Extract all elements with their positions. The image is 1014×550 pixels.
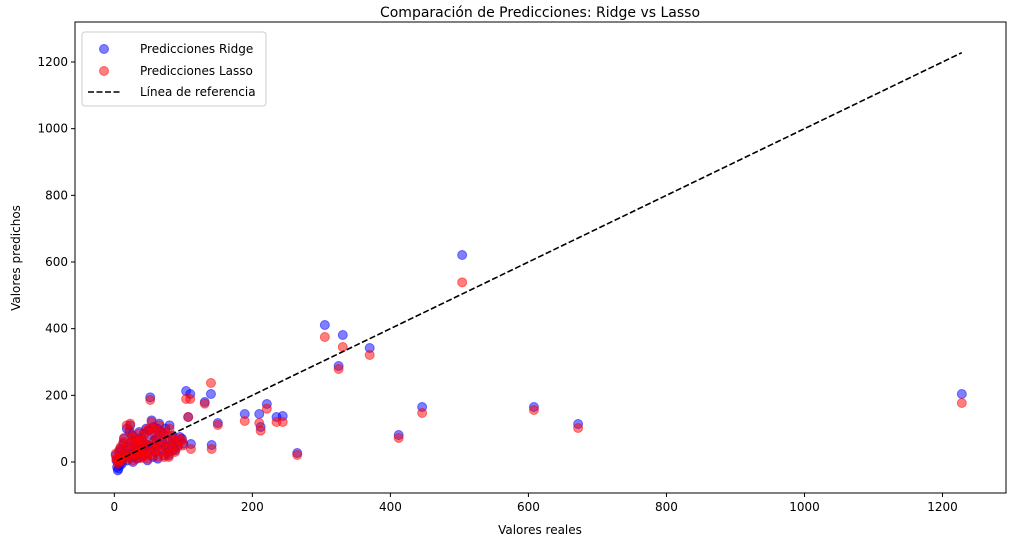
legend-box <box>81 31 267 107</box>
lasso-point <box>255 425 266 436</box>
lasso-point <box>333 364 344 374</box>
y-tick-label: 1200 <box>37 55 68 69</box>
lasso-point <box>148 423 159 434</box>
lasso-point <box>277 417 288 427</box>
ridge-point <box>956 389 967 399</box>
lasso-point <box>212 420 223 430</box>
lasso-point <box>528 405 539 415</box>
lasso-point <box>573 423 584 433</box>
legend-reference-label: Línea de referencia <box>140 85 256 99</box>
x-tick-label: 400 <box>379 500 402 514</box>
reference-line <box>116 51 963 462</box>
lasso-point <box>199 398 210 409</box>
x-tick-label: 200 <box>241 500 264 514</box>
y-tick-label: 800 <box>45 188 68 202</box>
x-tick-label: 0 <box>111 500 119 514</box>
lasso-point <box>417 408 428 418</box>
lasso-point <box>125 418 136 429</box>
x-tick-label: 800 <box>655 500 678 514</box>
lasso-point <box>145 395 156 405</box>
chart-title: Comparación de Predicciones: Ridge vs La… <box>380 5 700 21</box>
legend-lasso-label: Predicciones Lasso <box>140 64 253 78</box>
lasso-point <box>163 452 174 462</box>
lasso-points <box>110 277 967 469</box>
lasso-point <box>118 437 129 447</box>
x-tick-label: 1000 <box>789 500 820 514</box>
lasso-point <box>185 394 196 404</box>
ridge-point <box>319 320 330 330</box>
lasso-point <box>364 350 375 360</box>
lasso-point <box>393 433 404 443</box>
y-tick-label: 600 <box>45 255 68 269</box>
lasso-point <box>319 332 330 342</box>
lasso-point <box>183 412 194 422</box>
lasso-point <box>337 342 348 352</box>
legend-lasso-marker <box>99 66 109 76</box>
lasso-point <box>110 448 121 459</box>
lasso-point <box>206 444 217 454</box>
lasso-point <box>292 450 303 460</box>
y-axis-label: Valores predichos <box>9 205 23 311</box>
lasso-point <box>457 277 468 288</box>
legend-ridge-marker <box>99 44 109 54</box>
y-tick-label: 1000 <box>37 122 68 136</box>
lasso-point <box>139 430 150 441</box>
ridge-point <box>205 389 216 399</box>
x-axis-label: Valores reales <box>498 523 582 537</box>
ridge-points <box>110 250 967 476</box>
lasso-point <box>176 435 187 446</box>
x-tick-label: 1200 <box>927 500 958 514</box>
x-axis-ticks: 0 200 400 600 800 1000 1200 <box>111 493 958 514</box>
plot-frame <box>74 21 1007 494</box>
lasso-point <box>239 416 250 426</box>
legend-ridge-label: Predicciones Ridge <box>140 42 253 56</box>
ridge-point <box>457 250 468 260</box>
ridge-point <box>337 330 348 340</box>
y-tick-label: 0 <box>60 455 68 469</box>
y-tick-label: 400 <box>45 322 68 336</box>
lasso-point <box>261 403 272 414</box>
y-tick-label: 200 <box>45 388 68 402</box>
y-axis-ticks: 0 200 400 600 800 1000 1200 <box>37 55 75 469</box>
lasso-point <box>205 378 216 388</box>
x-tick-label: 600 <box>517 500 540 514</box>
lasso-point <box>156 447 167 457</box>
lasso-point <box>956 398 967 408</box>
legend: Predicciones Ridge Predicciones Lasso Lí… <box>81 31 267 107</box>
